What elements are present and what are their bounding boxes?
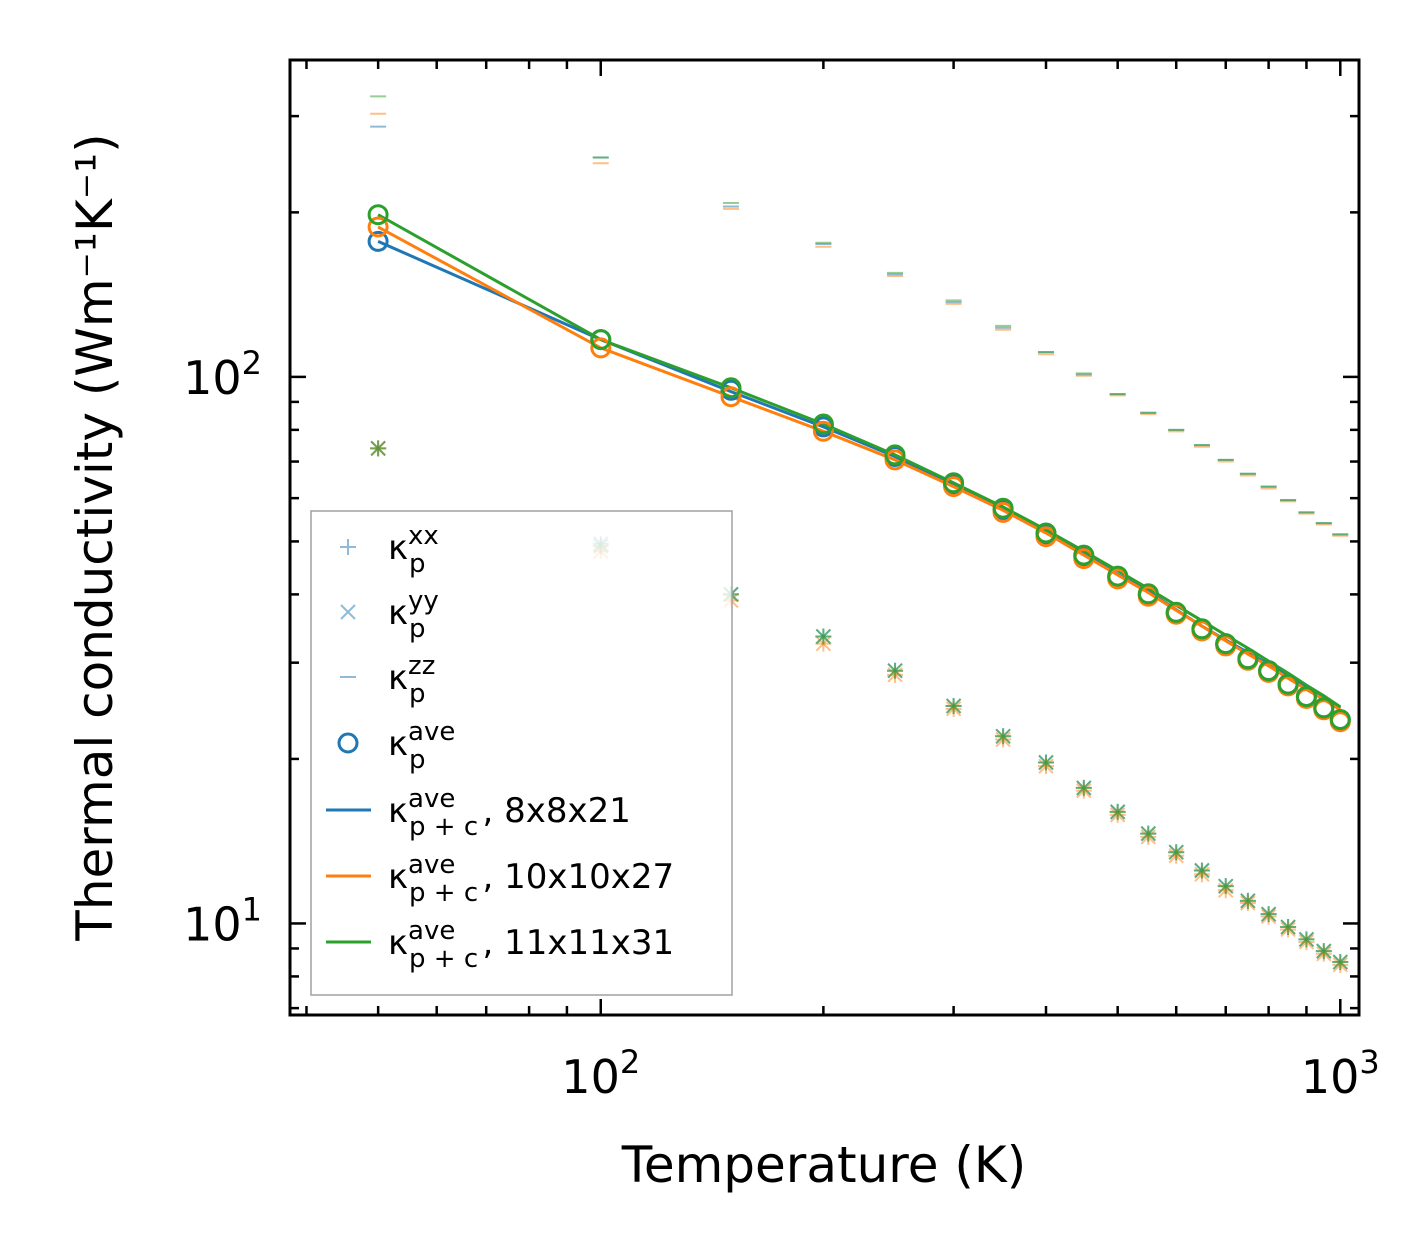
- plot-area: [367, 95, 1351, 973]
- legend-label-kpc-8x8x21: κave p + c, 8x8x21: [388, 784, 631, 842]
- kyy-marker-11x11x31: [1076, 780, 1092, 796]
- kave-marker-11x11x31: [1329, 709, 1351, 731]
- kave-marker-10x10x27: [590, 337, 612, 359]
- kave-marker-11x11x31: [812, 413, 834, 435]
- kyy-marker-11x11x31: [1038, 754, 1054, 771]
- legend-label-kxx: κxx p: [388, 521, 439, 579]
- kave-marker-10x10x27: [367, 216, 389, 238]
- legend-label-kzz: κzz p: [388, 651, 435, 709]
- kave-marker-11x11x31: [1107, 565, 1129, 587]
- kave-marker-11x11x31: [367, 204, 389, 226]
- kyy-marker-11x11x31: [1240, 893, 1256, 909]
- kyy-marker-11x11x31: [1280, 919, 1296, 935]
- kave-marker-11x11x31: [1137, 583, 1159, 605]
- kyy-marker-11x11x31: [370, 440, 386, 457]
- kyy-marker-11x11x31: [1218, 878, 1234, 894]
- kyy-marker-11x11x31: [887, 663, 903, 679]
- kave-marker-11x11x31: [1215, 633, 1237, 655]
- legend-label-kave: κave p: [388, 717, 455, 775]
- kave-marker-11x11x31: [992, 497, 1014, 519]
- legend: κxx p κyy p κzz p κave p κave p + c, 8x8x21 κave p …: [310, 510, 733, 996]
- kyy-marker-11x11x31: [1168, 844, 1184, 860]
- legend-kyy-marker: [340, 604, 356, 620]
- kave-marker-11x11x31: [1295, 686, 1317, 708]
- kave-marker-11x11x31: [1073, 544, 1095, 566]
- kave-marker-11x11x31: [1191, 618, 1213, 640]
- y-tick-label: 101: [183, 890, 262, 951]
- plot-frame: [288, 58, 1361, 1017]
- kyy-marker-11x11x31: [1316, 943, 1332, 959]
- kyy-marker-11x11x31: [1332, 954, 1348, 970]
- kave-marker-8x8x21: [367, 230, 389, 252]
- kave-marker-10x10x27: [812, 420, 834, 442]
- kyy-marker-11x11x31: [995, 728, 1011, 745]
- kyy-marker-11x11x31: [815, 628, 832, 645]
- kave-marker-11x11x31: [1313, 697, 1335, 719]
- kave-marker-11x11x31: [720, 377, 742, 399]
- kyy-marker-11x11x31: [1260, 906, 1277, 922]
- kpc-line-11x11x31: [377, 213, 1342, 709]
- legend-box: [310, 510, 733, 996]
- legend-label-kpc-10x10x27: κave p + c, 10x10x27: [388, 850, 674, 908]
- legend-kxx-marker: [340, 539, 356, 555]
- kave-marker-11x11x31: [590, 329, 612, 351]
- kave-marker-11x11x31: [943, 472, 965, 494]
- kyy-marker-11x11x31: [1194, 862, 1210, 879]
- y-axis-label: Thermal conductivity (Wm⁻¹K⁻¹): [66, 133, 124, 941]
- legend-label-kyy: κyy p: [388, 586, 439, 644]
- kave-marker-11x11x31: [1277, 673, 1299, 695]
- legend-kave-marker: [337, 732, 359, 754]
- kave-marker-10x10x27: [720, 386, 742, 408]
- kave-marker-11x11x31: [1237, 648, 1259, 670]
- kave-marker-11x11x31: [1035, 522, 1057, 544]
- kave-marker-11x11x31: [1165, 601, 1187, 623]
- y-tick-label: 102: [183, 344, 262, 405]
- kave-marker-11x11x31: [884, 444, 906, 466]
- kyy-marker-11x11x31: [1298, 931, 1315, 948]
- kyy-marker-11x11x31: [945, 698, 962, 714]
- kave-marker-11x11x31: [1258, 660, 1280, 682]
- legend-label-kpc-11x11x31: κave p + c, 11x11x31: [388, 916, 674, 974]
- x-tick-label: 102: [561, 1043, 640, 1104]
- x-tick-label: 103: [1301, 1043, 1380, 1104]
- kyy-marker-11x11x31: [1140, 825, 1156, 842]
- x-axis-label: Temperature (K): [621, 1136, 1026, 1194]
- kyy-marker-11x11x31: [1109, 804, 1126, 820]
